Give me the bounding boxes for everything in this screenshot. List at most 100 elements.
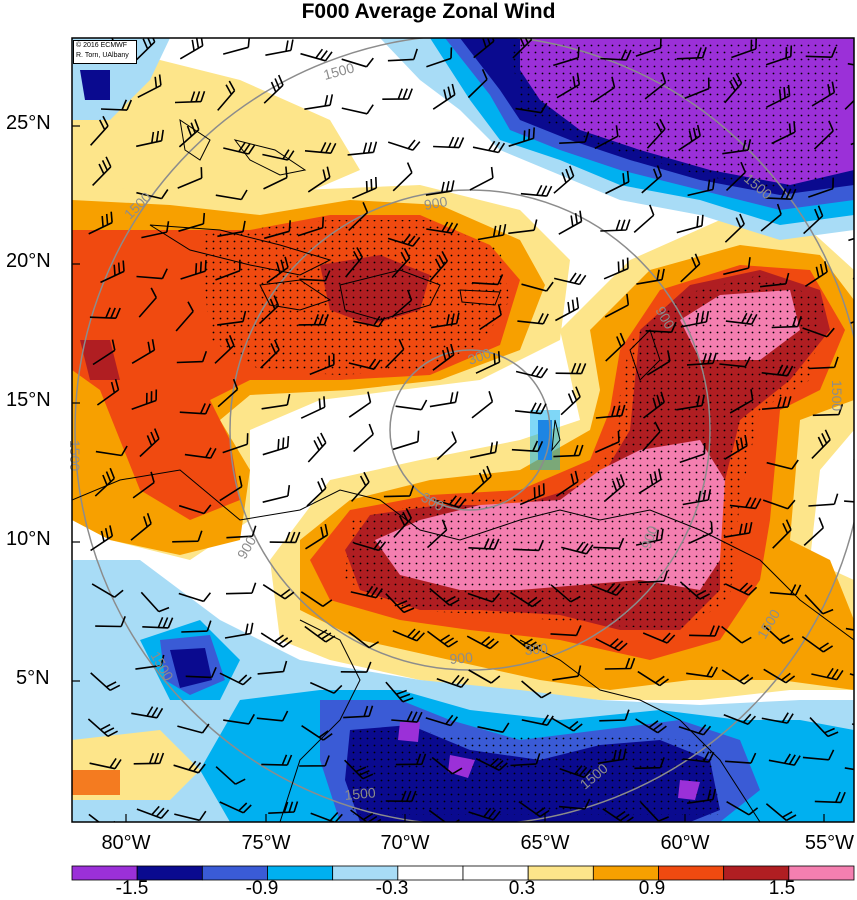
colorbar-label: 0.9 (638, 878, 666, 899)
wind-barb (761, 712, 794, 724)
wind-barb (761, 364, 794, 377)
wind-barb (475, 351, 501, 374)
wind-barb (347, 141, 378, 156)
wind-barb (642, 421, 661, 452)
stipple-south (350, 730, 720, 815)
wind-barb (392, 430, 420, 451)
wind-barb (263, 166, 288, 190)
wind-barb (592, 76, 616, 103)
colorbar-swatch (788, 865, 855, 881)
wind-barb (184, 447, 217, 459)
wind-barb (678, 724, 712, 736)
wind-barb (89, 307, 121, 319)
wind-barb (429, 391, 459, 408)
wind-barb (808, 493, 839, 507)
wind-barb (100, 99, 133, 111)
wind-barb (217, 220, 246, 238)
wind-barb (137, 74, 162, 99)
wind-barb (136, 129, 164, 148)
wind-barb (214, 334, 235, 364)
wind-barb (801, 635, 834, 653)
wind-barb (88, 813, 116, 822)
wind-barb (392, 628, 425, 642)
wind-barb (518, 800, 550, 818)
wind-barb (341, 57, 374, 68)
wind-barb (178, 592, 212, 603)
wind-barb (343, 705, 374, 719)
wind-barb (217, 310, 247, 326)
field-cyan-center (530, 410, 560, 470)
wind-barb (771, 315, 802, 329)
wind-barb (729, 389, 754, 414)
wind-barb (350, 585, 383, 599)
wind-barb (467, 592, 501, 603)
wind-barb (520, 184, 553, 197)
wind-barb (223, 713, 255, 725)
wind-barb (721, 669, 754, 685)
wind-barb (682, 751, 715, 763)
wind-barb (686, 352, 717, 366)
wind-barb (307, 166, 331, 193)
wind-barb (348, 391, 372, 418)
wind-barb (468, 538, 500, 550)
wind-barb (261, 754, 293, 766)
wind-barb (676, 214, 704, 234)
wind-barb (341, 104, 374, 115)
wind-barb (391, 711, 423, 723)
wind-barb (804, 261, 828, 287)
wind-barb (180, 260, 207, 280)
wind-barb (642, 632, 676, 644)
wind-barb (479, 304, 502, 331)
wind-barb (647, 350, 671, 376)
wind-barb (225, 582, 257, 595)
wind-barb (558, 798, 591, 810)
wind-barb (142, 616, 174, 629)
wind-barb (139, 428, 160, 458)
wind-barb (226, 525, 257, 539)
wind-barb (88, 211, 113, 235)
wind-barb (262, 149, 295, 161)
wind-barb (300, 396, 326, 419)
wind-barb (177, 167, 203, 189)
wind-barb (802, 749, 835, 761)
credit-line-2: R. Torn, UAlbany (76, 52, 129, 59)
wind-barb (643, 391, 665, 419)
wind-barb (299, 755, 330, 767)
wind-barb (600, 219, 631, 232)
wind-barb (268, 801, 299, 814)
wind-barb (679, 581, 710, 600)
wind-barb (515, 402, 547, 415)
wind-barb (508, 219, 538, 235)
wind-barb (395, 753, 427, 766)
wind-barb (309, 681, 343, 694)
wind-barb (178, 119, 200, 148)
wind-barb (645, 321, 677, 333)
wind-barb (765, 45, 793, 66)
wind-barb (185, 666, 217, 679)
wind-barb (678, 124, 701, 151)
wind-barb (556, 73, 581, 99)
lon-label-70w: 70°W (380, 832, 430, 854)
wind-barb (177, 723, 210, 734)
wind-barb (430, 312, 460, 329)
wind-barb (550, 717, 583, 732)
wind-barb (257, 660, 288, 675)
wind-barb (258, 295, 280, 325)
wind-barb (90, 115, 109, 146)
wind-barb (178, 504, 212, 515)
wind-barb (560, 386, 581, 416)
wind-barb (769, 584, 802, 596)
wind-barb (554, 272, 587, 286)
wind-barb (429, 587, 460, 606)
wind-barb (558, 210, 583, 235)
wind-barb (383, 485, 415, 498)
stipple-ne (510, 40, 840, 190)
wind-barb (95, 616, 126, 628)
wind-barb (603, 257, 629, 280)
wind-barb (688, 521, 713, 545)
wind-barb (473, 38, 495, 59)
wind-barb (553, 46, 580, 67)
coastlines (72, 118, 854, 822)
wind-barb (553, 165, 575, 194)
wind-barb (269, 531, 301, 544)
